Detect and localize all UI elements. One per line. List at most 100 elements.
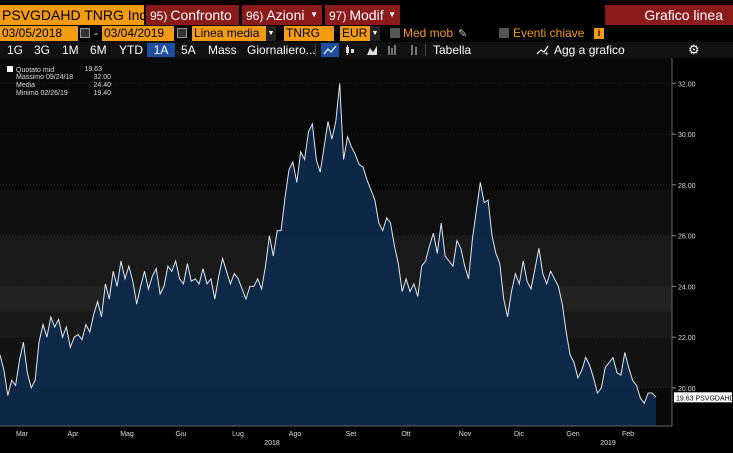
confronto-button[interactable]: 95) Confronto xyxy=(146,5,239,25)
legend-label: Media xyxy=(16,82,36,89)
legend-row-minimo: Minimo 02/26/19 19.40 xyxy=(7,90,111,98)
x-tick-label: Set xyxy=(346,431,357,438)
last-price-label: 19.63 PSVGDAHD xyxy=(676,395,733,402)
range-3g[interactable]: 3G xyxy=(34,43,51,57)
tabella-button[interactable]: Tabella xyxy=(433,43,472,57)
add-chart-glyph: + xyxy=(536,45,549,58)
modif-dropdown-icon: ▼ xyxy=(388,10,396,19)
y-tick-label: 32.00 xyxy=(678,81,696,88)
azioni-label: Azioni xyxy=(266,7,305,23)
start-calendar-icon[interactable] xyxy=(80,28,90,38)
settings-gear-icon[interactable]: ⚙ xyxy=(688,42,700,57)
x-tick-label: Apr xyxy=(68,431,80,438)
range-1m[interactable]: 1M xyxy=(62,43,79,57)
x-tick-label: Giu xyxy=(176,431,187,438)
info-icon[interactable]: i xyxy=(594,28,604,39)
series-area xyxy=(0,83,656,427)
x-tick-label: Gen xyxy=(566,431,579,438)
price-chart[interactable]: 20.00 22.00 24.00 26.00 28.00 30.00 32.00 19.63… xyxy=(0,58,733,448)
candle-chart-icon[interactable] xyxy=(344,43,356,57)
mountain-chart-icon[interactable] xyxy=(366,43,378,57)
x-year-label: 2019 xyxy=(600,440,616,447)
eventi-checkbox[interactable] xyxy=(499,28,509,38)
legend-value: 19.63 xyxy=(84,66,102,73)
modif-label: Modif xyxy=(349,7,384,23)
x-tick-label: Mag xyxy=(120,431,134,438)
range-1g[interactable]: 1G xyxy=(7,43,24,57)
end-calendar-icon[interactable] xyxy=(177,28,187,38)
y-tick-label: 22.00 xyxy=(678,335,696,342)
line-chart-icon[interactable] xyxy=(321,43,339,57)
y-tick-label: 24.00 xyxy=(678,284,696,291)
header-spacer xyxy=(403,5,605,25)
chart-type-title: Grafico linea xyxy=(644,7,723,23)
date-separator: - xyxy=(94,26,98,40)
x-tick-label: Nov xyxy=(459,431,472,438)
ohlc-chart-icon[interactable] xyxy=(408,43,420,57)
add-to-chart-button[interactable]: Agg a grafico xyxy=(554,43,625,57)
end-date-field[interactable]: 03/04/2019 xyxy=(102,26,174,41)
study-select[interactable]: Linea media xyxy=(192,26,266,41)
x-year-label: 2018 xyxy=(264,440,280,447)
range-toolbar xyxy=(0,42,733,58)
currency-dropdown-icon[interactable]: ▼ xyxy=(370,26,380,41)
legend-value: 24.40 xyxy=(93,82,111,89)
legend-row-massimo: Massimo 09/24/18 32.00 xyxy=(7,74,111,82)
bar-chart-glyph xyxy=(388,45,396,55)
study-dropdown-icon[interactable]: ▼ xyxy=(266,26,276,41)
legend-row-media: Media 24.40 xyxy=(7,82,111,90)
line-chart-glyph xyxy=(323,45,337,55)
price-chart-svg: 20.0022.0024.0026.0028.0030.0032.0019.63… xyxy=(0,58,733,447)
x-tick-label: Ott xyxy=(401,431,410,438)
eventi-label: Eventi chiave xyxy=(513,26,585,40)
ohlc-chart-glyph xyxy=(411,45,417,55)
x-tick-label: Feb xyxy=(622,431,634,438)
legend-swatch xyxy=(7,66,13,72)
range-mass[interactable]: Mass xyxy=(208,43,237,57)
legend-label: Massimo 09/24/18 xyxy=(16,74,74,81)
y-tick-label: 26.00 xyxy=(678,234,696,241)
x-tick-label: Dic xyxy=(514,431,525,438)
bar-chart-icon[interactable] xyxy=(386,43,398,57)
confronto-label: Confronto xyxy=(170,7,232,23)
med-mob-label: Med mob xyxy=(403,26,454,40)
x-tick-label: Lug xyxy=(232,431,244,438)
y-tick-label: 20.00 xyxy=(678,386,696,393)
mountain-chart-glyph xyxy=(367,46,377,55)
legend-label: Quotato mid xyxy=(16,67,55,74)
currency-select[interactable]: EUR xyxy=(340,26,370,41)
chart-legend: Quotato mid 19.63 Massimo 09/24/18 32.00 M… xyxy=(7,66,111,98)
modif-menu[interactable]: 97) Modif ▼ xyxy=(325,5,400,25)
security-ticker-field[interactable]: PSVGDAHD TNRG Ind xyxy=(0,5,144,25)
pencil-icon[interactable]: ✎ xyxy=(458,28,468,40)
svg-text:+: + xyxy=(544,49,549,57)
legend-value: 19.40 xyxy=(93,90,111,97)
range-ytd[interactable]: YTD xyxy=(119,43,143,57)
start-date-field[interactable]: 03/05/2018 xyxy=(0,26,78,41)
x-tick-label: Mar xyxy=(16,431,29,438)
range-6m[interactable]: 6M xyxy=(90,43,107,57)
toolbar-divider xyxy=(315,44,316,56)
last-price-box xyxy=(674,392,732,403)
confronto-number: 95) xyxy=(150,9,168,23)
title-banner: Grafico linea xyxy=(605,5,733,25)
y-tick-label: 30.00 xyxy=(678,132,696,139)
legend-row-quotato: Quotato mid 19.63 xyxy=(7,66,102,74)
field-input[interactable]: TNRG xyxy=(284,26,334,41)
add-to-chart-icon[interactable]: + xyxy=(536,43,550,58)
azioni-menu[interactable]: 96) Azioni ▼ xyxy=(242,5,322,25)
x-tick-label: Ago xyxy=(289,431,302,438)
azioni-dropdown-icon: ▼ xyxy=(310,10,318,19)
toolbar-divider-2 xyxy=(425,44,426,56)
candle-chart-glyph xyxy=(346,45,354,55)
legend-value: 32.00 xyxy=(93,74,111,81)
range-5a[interactable]: 5A xyxy=(181,43,196,57)
legend-label: Minimo 02/26/19 xyxy=(16,90,68,97)
range-1a[interactable]: 1A xyxy=(147,43,175,57)
y-tick-label: 28.00 xyxy=(678,183,696,190)
series-line xyxy=(0,83,657,405)
med-mob-checkbox[interactable] xyxy=(390,28,400,38)
azioni-number: 96) xyxy=(246,9,264,23)
modif-number: 97) xyxy=(329,9,347,23)
frequency-select[interactable]: Giornaliero... xyxy=(247,43,316,57)
